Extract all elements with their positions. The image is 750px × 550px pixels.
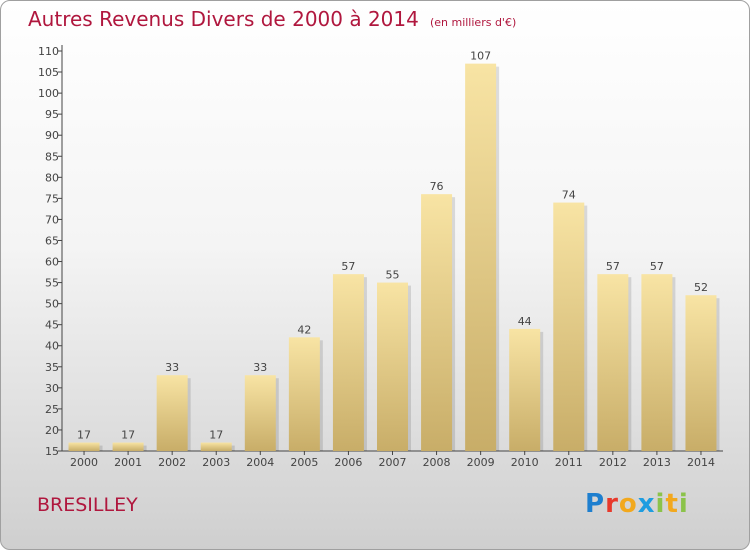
- bar-value-label: 17: [209, 429, 223, 442]
- bar-value-label: 17: [121, 429, 135, 442]
- bar-value-label: 55: [386, 269, 400, 282]
- logo-letter: o: [618, 489, 638, 519]
- bar-2011: [553, 202, 585, 451]
- city-name: BRESILLEY: [37, 494, 138, 516]
- y-tick-label: 70: [45, 213, 59, 226]
- bar-2013: [641, 274, 673, 451]
- y-tick-label: 85: [45, 150, 59, 163]
- x-tick-label: 2010: [511, 456, 539, 469]
- x-tick-label: 2005: [290, 456, 318, 469]
- y-tick-label: 35: [45, 361, 59, 374]
- bar-value-label: 57: [341, 260, 355, 273]
- y-tick-label: 50: [45, 298, 59, 311]
- x-tick-label: 2006: [334, 456, 362, 469]
- y-tick-label: 15: [45, 445, 59, 458]
- x-tick-label: 2007: [379, 456, 407, 469]
- x-tick-label: 2001: [114, 456, 142, 469]
- y-tick-label: 75: [45, 192, 59, 205]
- chart-subtitle: (en milliers d'€): [429, 16, 517, 29]
- bar-value-label: 52: [694, 281, 708, 294]
- y-tick-label: 20: [45, 424, 59, 437]
- x-tick-label: 2014: [687, 456, 715, 469]
- x-tick-label: 2012: [599, 456, 627, 469]
- y-tick-label: 90: [45, 129, 59, 142]
- bar-value-label: 74: [562, 189, 576, 202]
- y-tick-label: 30: [45, 382, 59, 395]
- x-tick-label: 2009: [467, 456, 495, 469]
- y-tick-label: 55: [45, 277, 59, 290]
- axes: 15 20 25 30 35 40 45 50 55 60 65 70 75 80 85 90 95 100 105…: [38, 45, 723, 469]
- proxiti-logo[interactable]: Proxiti: [585, 489, 689, 519]
- bar-value-label: 17: [77, 429, 91, 442]
- logo-letter: i: [655, 489, 666, 519]
- bar-2000: [68, 442, 100, 451]
- x-tick-label: 2002: [158, 456, 186, 469]
- x-tick-label: 2011: [555, 456, 583, 469]
- y-tick-label: 60: [45, 256, 59, 269]
- bar-value-label: 33: [253, 361, 267, 374]
- bar-2006: [332, 274, 364, 451]
- logo-letter: i: [678, 489, 689, 519]
- bar-value-label: 107: [470, 50, 491, 63]
- x-tick-label: 2000: [70, 456, 98, 469]
- y-tick-label: 105: [38, 66, 59, 79]
- x-tick-label: 2004: [246, 456, 274, 469]
- x-tick-label: 2008: [423, 456, 451, 469]
- title-row: Autres Revenus Divers de 2000 à 2014 (en…: [28, 7, 516, 31]
- y-tick-label: 40: [45, 340, 59, 353]
- bar-value-label: 57: [606, 260, 620, 273]
- bar-2012: [597, 274, 629, 451]
- bar-value-label: 33: [165, 361, 179, 374]
- bar-value-label: 76: [430, 180, 444, 193]
- bar-2004: [244, 375, 276, 451]
- y-tick-label: 95: [45, 108, 59, 121]
- bar-2005: [288, 337, 320, 451]
- bar-2014: [685, 295, 717, 451]
- y-tick-label: 45: [45, 319, 59, 332]
- bar-2003: [200, 442, 232, 451]
- y-tick-label: 100: [38, 87, 59, 100]
- x-tick-label: 2003: [202, 456, 230, 469]
- bar-value-label: 42: [297, 323, 311, 336]
- bar-value-label: 44: [518, 315, 532, 328]
- bar-2002: [156, 375, 188, 451]
- bar-2008: [421, 194, 453, 451]
- bars: 17 17 33 17 33 42 57 55 76 107 44 74 57 57 52: [68, 50, 720, 451]
- bar-value-label: 57: [650, 260, 664, 273]
- bar-2007: [377, 282, 408, 451]
- logo-letter: r: [605, 489, 619, 519]
- logo-letter: t: [665, 489, 679, 519]
- bar-2010: [509, 328, 541, 451]
- chart-title: Autres Revenus Divers de 2000 à 2014: [28, 7, 419, 31]
- y-tick-label: 110: [38, 45, 59, 58]
- bar-2009: [465, 63, 497, 451]
- x-tick-label: 2013: [643, 456, 671, 469]
- y-tick-label: 25: [45, 403, 59, 416]
- bar-2001: [112, 442, 144, 451]
- y-tick-label: 80: [45, 171, 59, 184]
- y-tick-label: 65: [45, 234, 59, 247]
- logo-letter: x: [637, 489, 656, 519]
- logo-letter: P: [585, 489, 606, 519]
